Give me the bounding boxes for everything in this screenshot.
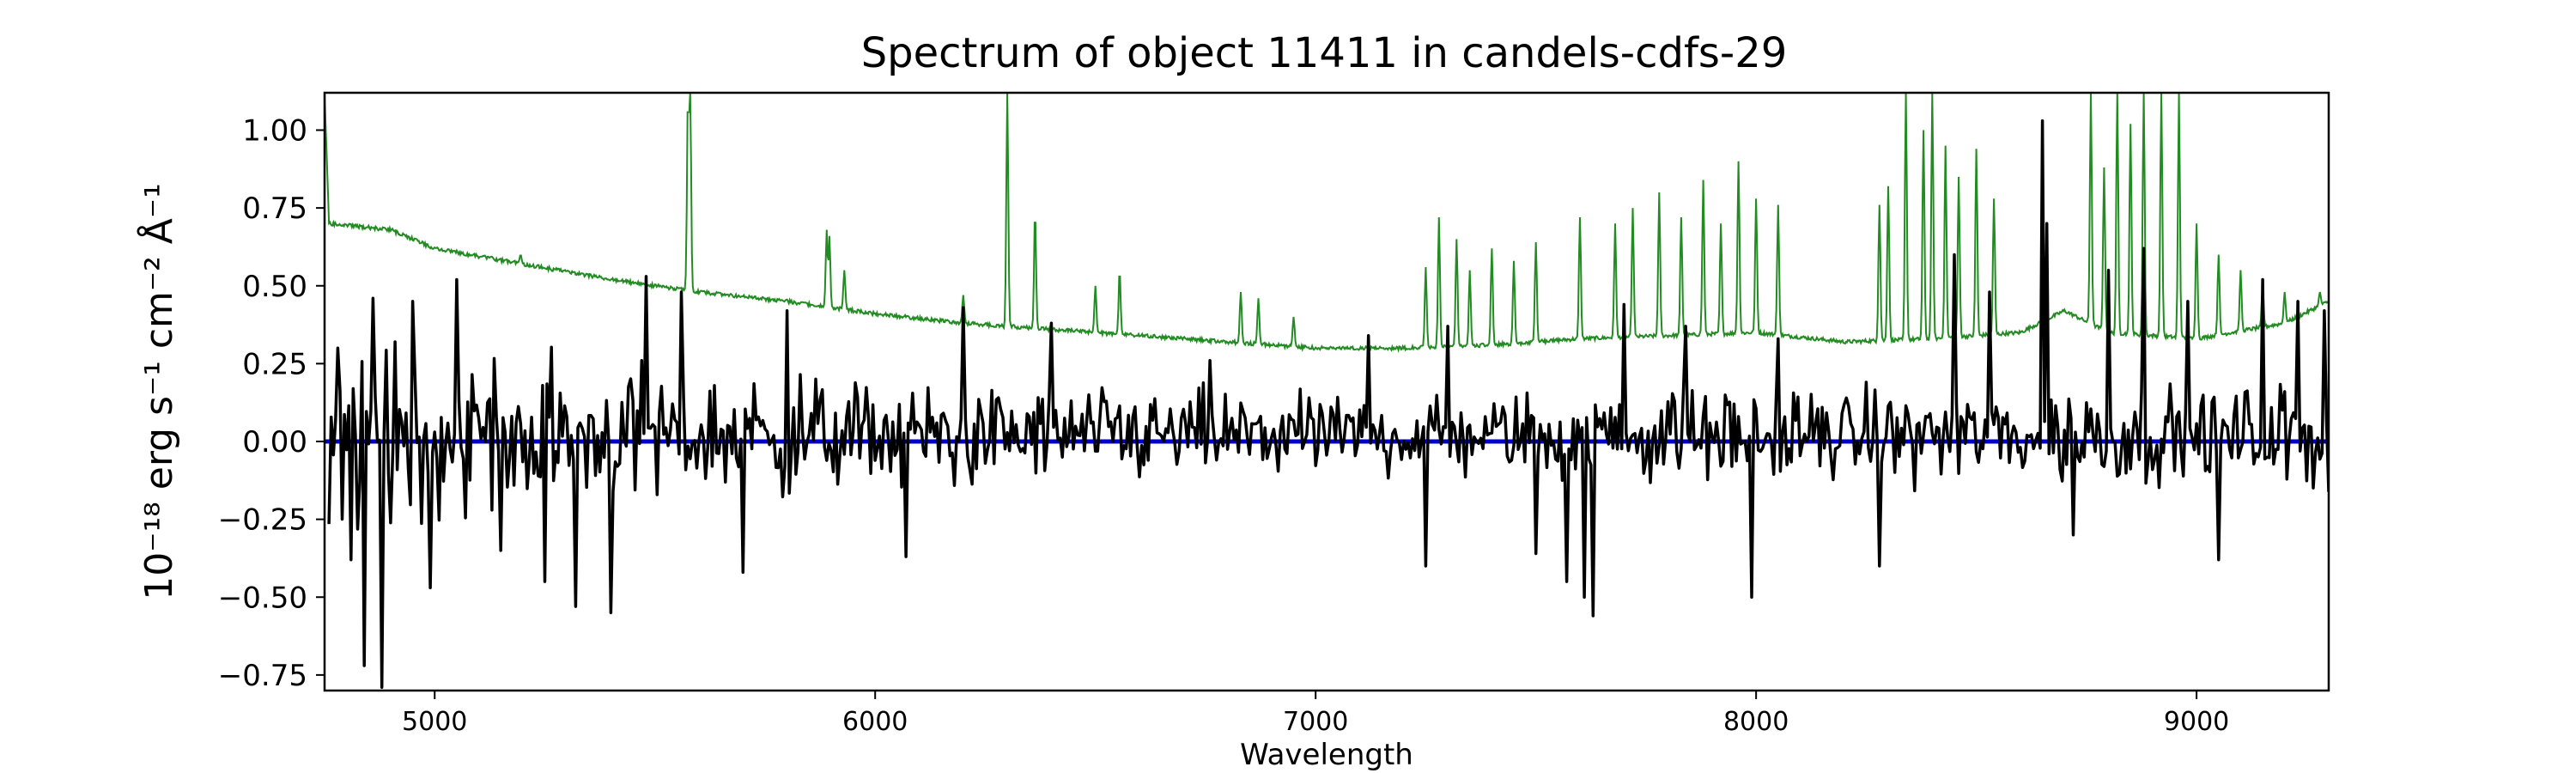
y-tick-label: 0.00 [242,425,307,460]
x-tick-label: 8000 [1723,707,1789,737]
y-tick-label: −0.50 [218,581,307,615]
y-tick-label: 0.75 [242,192,307,226]
x-tick-label: 6000 [842,707,908,737]
plot-frame [323,91,2330,692]
x-axis-ticks: 5000 6000 7000 8000 9000 [402,691,2229,737]
x-tick-label: 5000 [402,707,467,737]
flux-spectrum-line [327,119,2329,690]
y-tick-label: 1.00 [242,114,307,149]
y-axis-ticks: −0.75 −0.50 −0.25 0.00 0.25 0.50 0.75 1.00 [218,114,325,693]
y-tick-label: 0.50 [242,270,307,304]
x-tick-label: 9000 [2164,707,2229,737]
y-tick-label: −0.25 [218,503,307,538]
y-tick-label: 0.25 [242,347,307,381]
x-axis-label: Wavelength [1240,738,1413,772]
y-axis-label: 10⁻¹⁸ erg s⁻¹ cm⁻² Å⁻¹ [136,183,181,600]
x-tick-label: 7000 [1283,707,1348,737]
plot-area [325,93,2329,690]
chart-title: Spectrum of object 11411 in candels-cdfs… [861,29,1788,77]
error-spectrum-line [325,93,2329,353]
y-tick-label: −0.75 [218,659,307,693]
